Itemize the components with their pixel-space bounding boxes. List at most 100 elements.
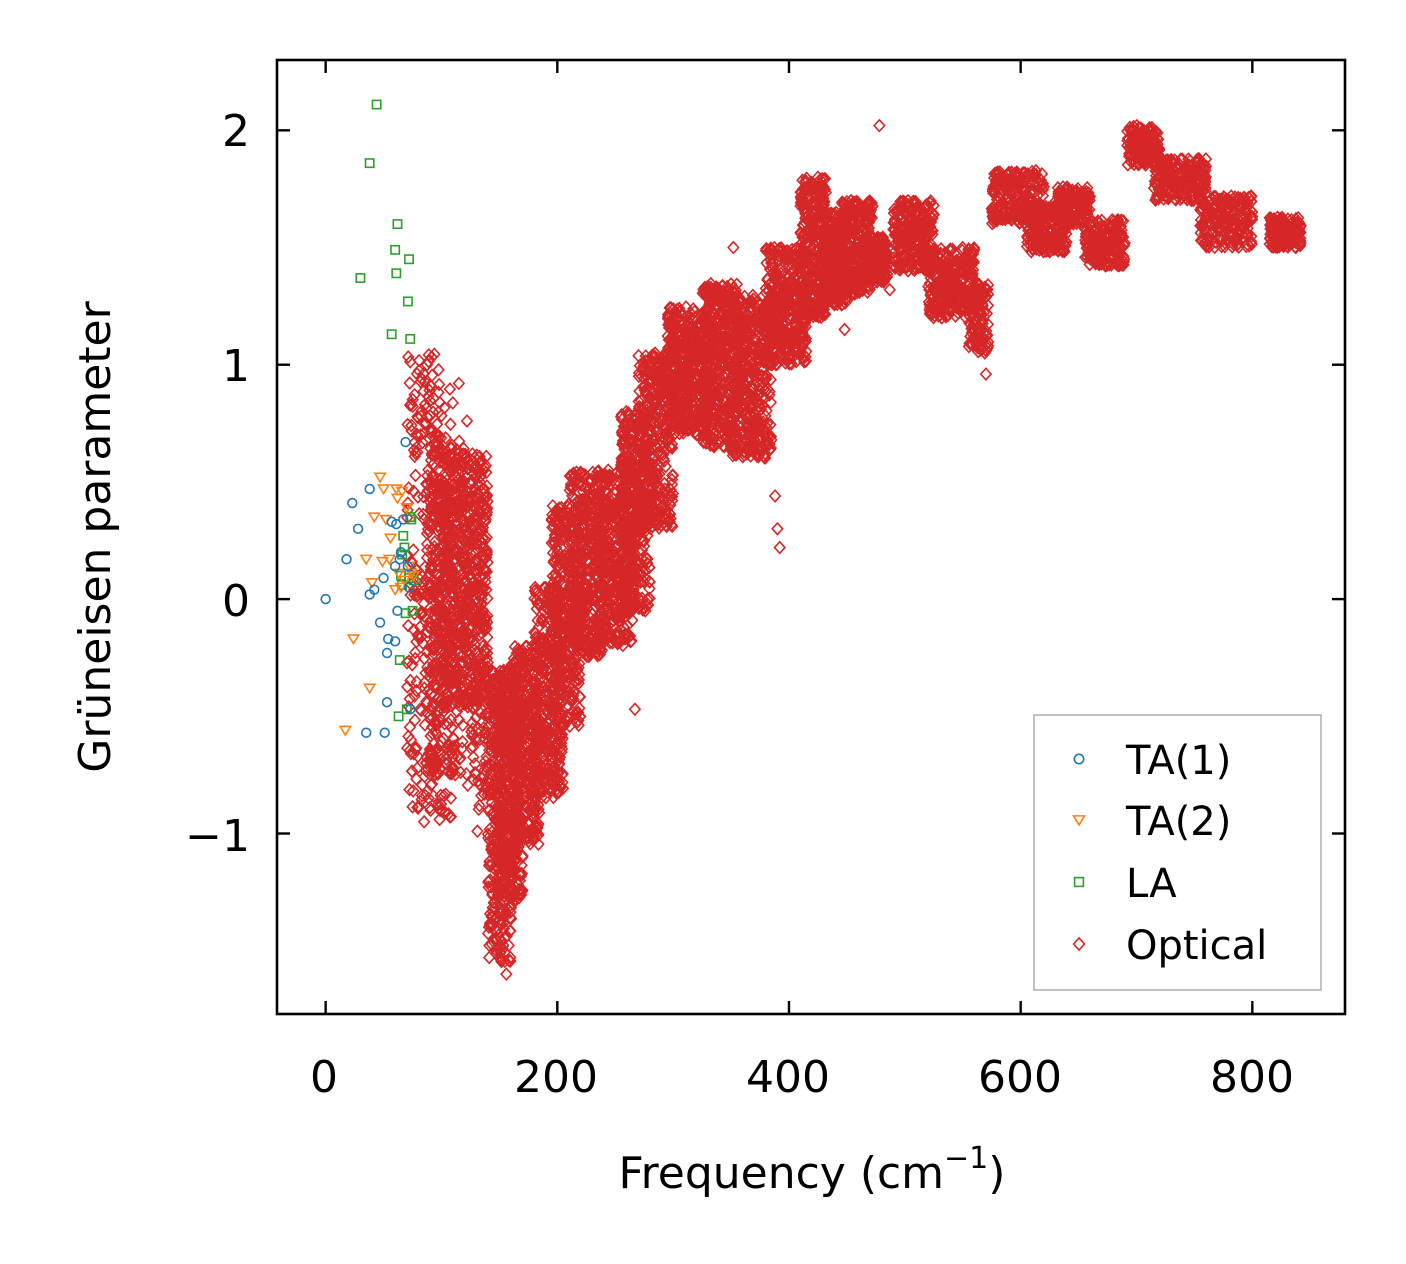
optical-point <box>455 520 468 535</box>
optical-point <box>408 606 421 621</box>
optical-point <box>458 452 472 467</box>
optical-point <box>460 613 474 628</box>
optical-point <box>439 617 452 632</box>
optical-point <box>467 750 480 765</box>
optical-point <box>433 395 447 410</box>
optical-point <box>425 745 439 760</box>
optical-point <box>532 837 545 852</box>
optical-point <box>460 562 474 576</box>
optical-point <box>411 490 425 504</box>
optical-point <box>445 561 458 576</box>
optical-point <box>403 782 416 797</box>
optical-point <box>473 798 486 813</box>
optical-point <box>445 567 459 582</box>
optical-point <box>439 741 453 756</box>
optical-point <box>418 374 432 389</box>
optical-point <box>483 916 497 931</box>
optical-point <box>470 610 483 625</box>
optical-point <box>412 353 426 368</box>
optical-point <box>473 680 486 695</box>
optical-point <box>469 536 483 551</box>
optical-point <box>528 681 542 696</box>
optical-point <box>425 548 439 563</box>
optical-point <box>428 535 441 549</box>
optical-point <box>414 630 428 645</box>
optical-point <box>460 767 473 781</box>
optical-point <box>517 653 531 668</box>
optical-point <box>428 659 442 674</box>
optical-point <box>507 673 521 688</box>
optical-point <box>407 484 420 499</box>
optical-point <box>426 558 439 573</box>
optical-point <box>479 512 492 527</box>
optical-point <box>500 727 514 742</box>
optical-point <box>499 866 513 881</box>
optical-point <box>429 611 442 626</box>
optical-point <box>405 424 418 438</box>
optical-point <box>437 731 450 746</box>
optical-point <box>463 558 477 573</box>
optical-point <box>444 791 458 805</box>
optical-point <box>468 450 482 465</box>
optical-point <box>476 639 490 654</box>
optical-point <box>419 433 433 448</box>
optical-point <box>447 496 461 511</box>
optical-point <box>495 954 509 968</box>
optical-point <box>437 450 451 465</box>
optical-point <box>456 718 469 733</box>
optical-point <box>419 666 432 680</box>
optical-point <box>437 696 451 711</box>
optical-point <box>444 417 457 432</box>
optical-point <box>429 726 443 741</box>
optical-point <box>463 514 477 528</box>
optical-point <box>467 655 481 670</box>
optical-point <box>453 482 467 497</box>
optical-point <box>476 587 489 602</box>
optical-point <box>441 669 455 684</box>
optical-point <box>413 702 427 717</box>
optical-point <box>529 814 543 829</box>
optical-point <box>446 609 460 624</box>
optical-point <box>477 721 491 735</box>
optical-point <box>400 741 414 755</box>
optical-point <box>480 545 494 559</box>
optical-point <box>525 801 539 816</box>
optical-point <box>408 449 422 464</box>
optical-point <box>506 768 520 783</box>
optical-point <box>412 363 426 378</box>
optical-point <box>402 481 415 495</box>
optical-point <box>438 579 452 594</box>
optical-point <box>435 682 448 697</box>
optical-point <box>460 692 473 707</box>
optical-point <box>464 683 477 697</box>
optical-point <box>476 568 490 583</box>
optical-point <box>430 603 443 618</box>
optical-point <box>486 904 499 919</box>
optical-point <box>469 614 482 629</box>
optical-point <box>525 803 538 818</box>
optical-point <box>445 762 459 777</box>
optical-point <box>408 645 422 660</box>
optical-point <box>449 650 463 665</box>
optical-point <box>505 837 518 852</box>
optical-point <box>494 824 508 838</box>
optical-point <box>439 663 452 678</box>
optical-point <box>430 757 443 771</box>
optical-point <box>491 862 505 876</box>
optical-point <box>424 453 438 468</box>
optical-point <box>491 852 504 866</box>
optical-point <box>445 521 458 536</box>
optical-point <box>404 673 417 688</box>
optical-point <box>450 690 464 704</box>
optical-point <box>499 908 513 923</box>
optical-point <box>408 387 421 402</box>
optical-point <box>460 587 473 602</box>
optical-point <box>453 455 466 470</box>
optical-point <box>483 873 497 887</box>
optical-point <box>509 836 523 851</box>
optical-point <box>452 434 466 449</box>
optical-point <box>446 749 460 764</box>
optical-point <box>517 720 531 735</box>
optical-point <box>528 687 542 701</box>
optical-point <box>495 904 509 919</box>
